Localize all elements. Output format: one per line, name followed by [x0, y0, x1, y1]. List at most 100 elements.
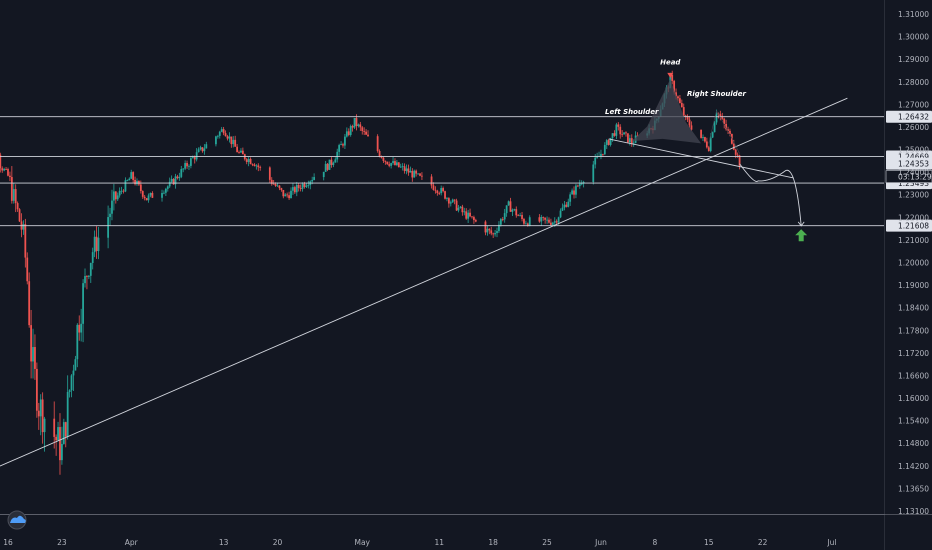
- time-tick-label: 22: [758, 538, 768, 547]
- candle-body: [704, 137, 706, 142]
- candle-body: [342, 144, 344, 146]
- time-axis[interactable]: 16 23 Apr 13 20 May 11 18 25 Jun 8 15 22 Jul: [0, 514, 932, 548]
- candle-body: [499, 219, 502, 225]
- candle-body: [259, 167, 262, 168]
- price-tick-label: 1.25000: [898, 146, 929, 155]
- level-price-tag: [886, 110, 932, 123]
- candle-body: [555, 221, 558, 223]
- candle-body: [623, 132, 625, 135]
- candle-body: [578, 183, 581, 187]
- candle-body: [26, 257, 29, 282]
- candle-body: [37, 410, 40, 417]
- candle-body: [713, 122, 716, 133]
- candle-body: [66, 392, 69, 437]
- candle-body: [70, 375, 73, 391]
- candle-body: [355, 117, 358, 126]
- price-tick-label: 1.14800: [898, 439, 929, 448]
- candles: [0, 70, 741, 475]
- level-price-label: 1.21608: [898, 222, 929, 231]
- candle-body: [580, 183, 583, 185]
- price-tick-label: 1.21000: [898, 236, 929, 245]
- candle-body: [288, 195, 290, 199]
- candle-body: [738, 155, 741, 166]
- head-shade: [631, 79, 702, 144]
- candle-body: [234, 139, 237, 147]
- candle-body: [39, 399, 42, 417]
- candle-body: [216, 135, 219, 137]
- candle-body: [282, 189, 285, 197]
- candle-body: [675, 92, 677, 97]
- candle-body: [453, 199, 456, 201]
- candle-body: [41, 399, 44, 433]
- price-tick-label: 1.17200: [898, 349, 929, 358]
- time-tick-label: Jul: [826, 538, 836, 547]
- candle-body: [284, 194, 287, 197]
- time-tick-label: 13: [219, 538, 229, 547]
- pattern-annotation: Head: [660, 58, 681, 66]
- candle-body: [540, 217, 543, 222]
- candle-body: [30, 325, 33, 362]
- candle-body: [397, 162, 400, 168]
- candle-body: [376, 136, 379, 152]
- candle-body: [469, 212, 471, 217]
- candle-body: [474, 220, 477, 222]
- candle-body: [395, 162, 398, 166]
- candle-body: [345, 131, 348, 137]
- candle-body: [247, 158, 250, 163]
- candle-body: [176, 176, 179, 179]
- candle-body: [367, 134, 369, 137]
- candle-body: [407, 168, 410, 173]
- candle-body: [201, 147, 204, 152]
- candle-body: [392, 161, 394, 164]
- candle-body: [292, 187, 294, 191]
- candle-body: [145, 198, 148, 201]
- candle-body: [55, 436, 58, 441]
- candle-body: [394, 161, 396, 166]
- candle-body: [609, 137, 612, 145]
- candle-body: [134, 179, 136, 185]
- price-axis[interactable]: 1.31000 1.30000 1.29000 1.28000 1.27000 1.260…: [898, 10, 929, 516]
- candle-body: [444, 191, 446, 199]
- pattern-annotation: Right Shoulder: [687, 90, 747, 98]
- time-tick-label: 11: [434, 538, 444, 547]
- candle-body: [95, 236, 98, 252]
- candle-body: [10, 177, 13, 201]
- candle-body: [224, 133, 227, 137]
- candle-body: [415, 170, 418, 174]
- candle-body: [326, 163, 329, 170]
- candle-body: [571, 190, 573, 195]
- candle-body: [293, 187, 296, 193]
- ascending-trendline[interactable]: [0, 97, 848, 479]
- neckline[interactable]: [608, 138, 794, 179]
- candle-body: [91, 252, 94, 263]
- candle-body: [671, 74, 674, 81]
- candle-body: [84, 276, 86, 284]
- candle-body: [544, 217, 547, 220]
- candle-body: [182, 168, 185, 170]
- candle-body: [380, 156, 383, 158]
- candle-body: [729, 130, 731, 134]
- candle-body: [199, 147, 202, 150]
- candle-body: [274, 184, 277, 186]
- price-tick-label: 1.17800: [898, 326, 929, 335]
- candle-body: [628, 138, 631, 143]
- candle-body: [86, 276, 88, 277]
- candle-body: [97, 237, 100, 252]
- tradingview-logo[interactable]: [7, 510, 27, 530]
- candle-body: [112, 191, 115, 201]
- candle-body: [203, 148, 206, 152]
- candle-body: [132, 172, 135, 180]
- candle-body: [136, 181, 138, 185]
- price-tick-label: 1.31000: [898, 10, 929, 19]
- candle-body: [601, 153, 604, 155]
- candle-body: [118, 190, 121, 196]
- candle-body: [193, 157, 196, 160]
- candle-body: [434, 189, 437, 191]
- candle-body: [3, 168, 6, 171]
- trendlines[interactable]: [0, 97, 848, 479]
- candle-body: [538, 217, 541, 222]
- time-tick-label: 15: [704, 538, 714, 547]
